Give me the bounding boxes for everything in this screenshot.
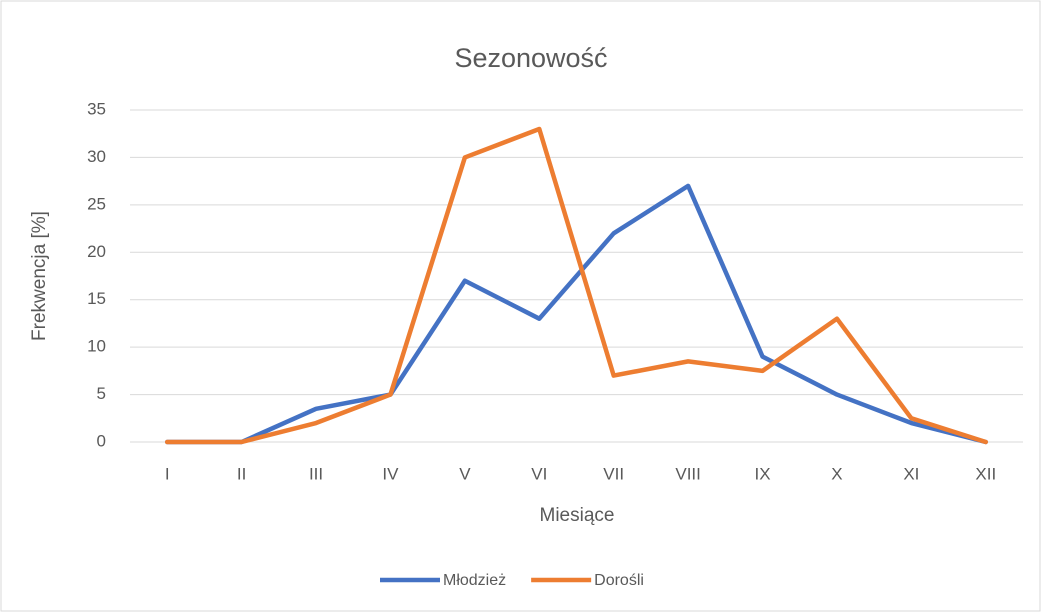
x-tick-label: VI: [531, 464, 547, 483]
x-tick-label: XI: [903, 464, 919, 483]
x-tick-label: XII: [975, 464, 996, 483]
x-tick-label: X: [831, 464, 842, 483]
x-tick-label: VIII: [675, 464, 701, 483]
y-tick-label: 30: [87, 147, 106, 166]
x-tick-label: I: [165, 464, 170, 483]
x-tick-label: III: [309, 464, 323, 483]
legend-label: Dorośli: [594, 572, 644, 589]
data-line: [164, 183, 989, 445]
y-tick-label: 25: [87, 194, 106, 213]
x-tick-label: II: [237, 464, 246, 483]
x-tick-label: IX: [755, 464, 771, 483]
y-axis-label: Frekwencja [%]: [29, 211, 50, 341]
x-tick-label: IV: [382, 464, 399, 483]
y-tick-label: 5: [97, 384, 106, 403]
legend-label: Młodzież: [443, 572, 506, 589]
y-tick-label: 35: [87, 99, 106, 118]
x-tick-label: VII: [603, 464, 624, 483]
y-tick-label: 10: [87, 337, 106, 356]
data-line: [164, 126, 989, 445]
y-tick-label: 20: [87, 242, 106, 261]
y-tick-label: 15: [87, 289, 106, 308]
y-tick-label: 0: [97, 431, 106, 450]
x-tick-label: V: [459, 464, 471, 483]
x-axis-label: Miesiące: [540, 505, 615, 526]
chart-title: Sezonowość: [454, 43, 607, 73]
